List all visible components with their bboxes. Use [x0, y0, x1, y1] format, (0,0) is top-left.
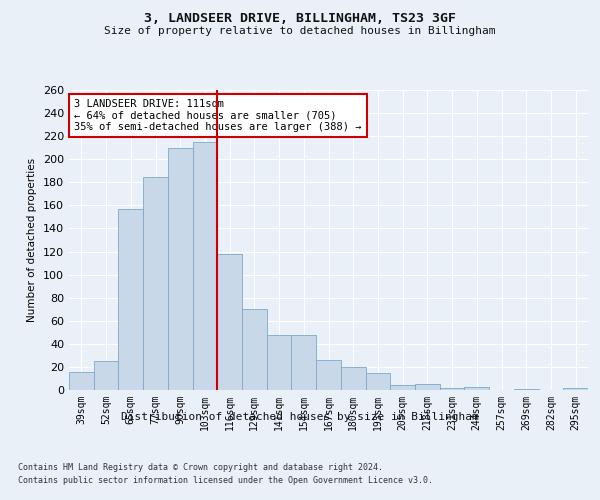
Bar [464, 386, 489, 390]
Text: Size of property relative to detached houses in Billingham: Size of property relative to detached ho… [104, 26, 496, 36]
Bar [193, 142, 217, 390]
Bar [365, 372, 390, 390]
Bar [118, 209, 143, 390]
Bar [440, 388, 464, 390]
Bar [143, 176, 168, 390]
Text: Contains public sector information licensed under the Open Government Licence v3: Contains public sector information licen… [18, 476, 433, 485]
Bar [242, 309, 267, 390]
Bar [217, 254, 242, 390]
Bar [316, 360, 341, 390]
Bar [514, 389, 539, 390]
Bar [563, 388, 588, 390]
Text: 3 LANDSEER DRIVE: 111sqm
← 64% of detached houses are smaller (705)
35% of semi-: 3 LANDSEER DRIVE: 111sqm ← 64% of detach… [74, 99, 362, 132]
Text: Distribution of detached houses by size in Billingham: Distribution of detached houses by size … [121, 412, 479, 422]
Bar [69, 372, 94, 390]
Bar [292, 334, 316, 390]
Text: Contains HM Land Registry data © Crown copyright and database right 2024.: Contains HM Land Registry data © Crown c… [18, 462, 383, 471]
Text: 3, LANDSEER DRIVE, BILLINGHAM, TS23 3GF: 3, LANDSEER DRIVE, BILLINGHAM, TS23 3GF [144, 12, 456, 26]
Bar [267, 334, 292, 390]
Y-axis label: Number of detached properties: Number of detached properties [28, 158, 37, 322]
Bar [341, 367, 365, 390]
Bar [168, 148, 193, 390]
Bar [94, 361, 118, 390]
Bar [390, 386, 415, 390]
Bar [415, 384, 440, 390]
